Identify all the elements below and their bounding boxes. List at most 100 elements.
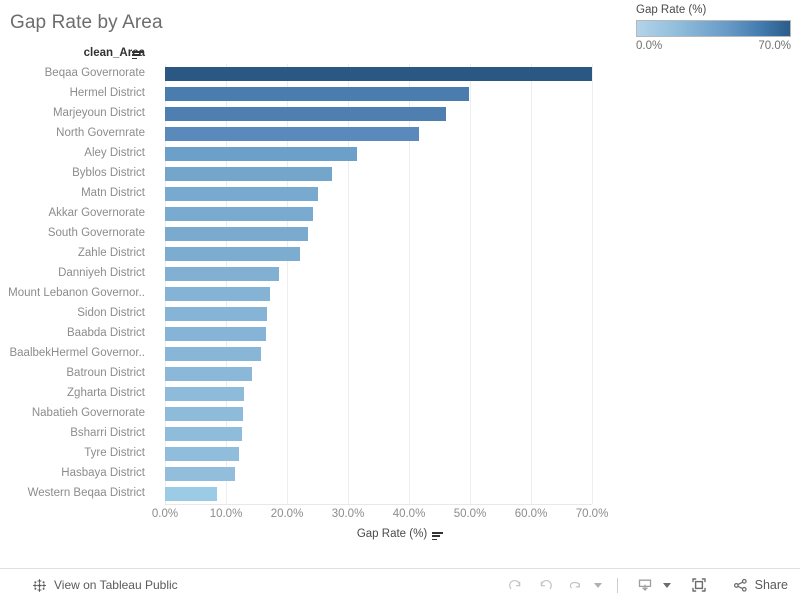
table-row[interactable]: Baabda District: [0, 324, 800, 344]
bar-mark[interactable]: [165, 387, 244, 401]
undo-button[interactable]: [531, 570, 561, 600]
table-row[interactable]: Byblos District: [0, 164, 800, 184]
bar-mark[interactable]: [165, 347, 261, 361]
row-label[interactable]: Danniyeh District: [58, 267, 145, 279]
table-row[interactable]: Nabatieh Governorate: [0, 404, 800, 424]
plot-area: Beqaa Governorate Hermel District Marjeyou…: [0, 64, 800, 541]
toolbar-divider: [616, 577, 618, 593]
row-label[interactable]: North Governrate: [56, 127, 145, 139]
row-label[interactable]: Byblos District: [72, 167, 145, 179]
row-label[interactable]: Akkar Governorate: [48, 207, 145, 219]
bar-mark[interactable]: [165, 67, 592, 81]
axis-tick-label: 70.0%: [575, 508, 609, 520]
bar-mark[interactable]: [165, 327, 267, 341]
bar-rows: Beqaa Governorate Hermel District Marjeyou…: [0, 64, 800, 504]
page-title: Gap Rate by Area: [10, 12, 163, 33]
table-row[interactable]: Western Beqaa District: [0, 484, 800, 504]
legend-gradient-ramp[interactable]: [636, 20, 791, 37]
row-label[interactable]: Beqaa Governorate: [44, 67, 145, 79]
axis-sort-descending-icon[interactable]: [432, 532, 444, 541]
bar-mark[interactable]: [165, 227, 308, 241]
bar-mark[interactable]: [165, 267, 280, 281]
table-row[interactable]: Aley District: [0, 144, 800, 164]
bar-mark[interactable]: [165, 207, 313, 221]
bar-mark[interactable]: [165, 447, 239, 461]
legend-title: Gap Rate (%): [636, 4, 707, 16]
bar-mark[interactable]: [165, 467, 236, 481]
row-label[interactable]: Zahle District: [77, 247, 145, 259]
bar-mark[interactable]: [165, 147, 358, 161]
row-label[interactable]: BaalbekHermel Governor..: [9, 347, 145, 359]
bar-mark[interactable]: [165, 407, 244, 421]
share-icon: [732, 577, 749, 594]
tableau-public-label: View on Tableau Public: [54, 578, 178, 592]
x-axis-line: [165, 504, 592, 505]
table-row[interactable]: Marjeyoun District: [0, 104, 800, 124]
row-label[interactable]: Hermel District: [69, 87, 145, 99]
tableau-public-link[interactable]: View on Tableau Public: [32, 569, 178, 600]
row-label[interactable]: Nabatieh Governorate: [31, 407, 145, 419]
refresh-button[interactable]: [501, 570, 531, 600]
bar-mark[interactable]: [165, 127, 419, 141]
axis-tick-label: 40.0%: [392, 508, 426, 520]
table-row[interactable]: Sidon District: [0, 304, 800, 324]
bar-mark[interactable]: [165, 107, 446, 121]
row-label[interactable]: Batroun District: [66, 367, 145, 379]
download-dropdown-caret-icon[interactable]: [660, 570, 674, 600]
table-row[interactable]: Akkar Governorate: [0, 204, 800, 224]
table-row[interactable]: Bsharri District: [0, 424, 800, 444]
row-label[interactable]: Bsharri District: [70, 427, 145, 439]
table-row[interactable]: Mount Lebanon Governor..: [0, 284, 800, 304]
table-row[interactable]: BaalbekHermel Governor..: [0, 344, 800, 364]
bar-mark[interactable]: [165, 167, 333, 181]
row-label[interactable]: Matn District: [81, 187, 145, 199]
axis-tick-label: 10.0%: [209, 508, 243, 520]
tableau-logo-icon: [32, 578, 47, 593]
row-label[interactable]: Sidon District: [77, 307, 145, 319]
bar-mark[interactable]: [165, 287, 270, 301]
legend-scale-labels: 0.0% 70.0%: [636, 40, 791, 52]
table-row[interactable]: North Governrate: [0, 124, 800, 144]
table-row[interactable]: Zahle District: [0, 244, 800, 264]
row-label[interactable]: Tyre District: [84, 447, 145, 459]
row-label[interactable]: Baabda District: [67, 327, 145, 339]
bar-mark[interactable]: [165, 367, 253, 381]
table-row[interactable]: South Governorate: [0, 224, 800, 244]
table-row[interactable]: Beqaa Governorate: [0, 64, 800, 84]
bar-mark[interactable]: [165, 187, 318, 201]
revert-button[interactable]: [561, 570, 591, 600]
bar-mark[interactable]: [165, 247, 300, 261]
fullscreen-button[interactable]: [684, 570, 714, 600]
table-row[interactable]: Hasbaya District: [0, 464, 800, 484]
bar-mark[interactable]: [165, 87, 469, 101]
table-row[interactable]: Tyre District: [0, 444, 800, 464]
axis-tick-label: 60.0%: [514, 508, 548, 520]
table-row[interactable]: Batroun District: [0, 364, 800, 384]
download-button[interactable]: [630, 570, 660, 600]
sort-descending-icon[interactable]: [132, 51, 143, 60]
table-row[interactable]: Hermel District: [0, 84, 800, 104]
x-axis-title-container: Gap Rate (%): [0, 528, 800, 541]
row-label[interactable]: Hasbaya District: [61, 467, 145, 479]
legend-min-label: 0.0%: [636, 40, 663, 52]
row-label[interactable]: South Governorate: [47, 227, 145, 239]
bar-mark[interactable]: [165, 427, 243, 441]
table-row[interactable]: Zgharta District: [0, 384, 800, 404]
bar-mark[interactable]: [165, 487, 218, 501]
axis-tick-label: 50.0%: [453, 508, 487, 520]
row-label[interactable]: Aley District: [84, 147, 145, 159]
share-button[interactable]: Share: [726, 577, 788, 594]
revert-dropdown-caret-icon[interactable]: [591, 570, 605, 600]
x-axis-title: Gap Rate (%): [356, 528, 428, 540]
row-label[interactable]: Zgharta District: [67, 387, 145, 399]
bottom-toolbar: View on Tableau Public: [0, 568, 800, 600]
bar-mark[interactable]: [165, 307, 267, 321]
table-row[interactable]: Danniyeh District: [0, 264, 800, 284]
table-row[interactable]: Matn District: [0, 184, 800, 204]
row-label[interactable]: Western Beqaa District: [27, 487, 145, 499]
x-axis-ticks: 0.0% 10.0% 20.0% 30.0% 40.0% 50.0% 60.0% 70.0%: [0, 508, 800, 524]
row-label[interactable]: Mount Lebanon Governor..: [8, 287, 145, 299]
row-label[interactable]: Marjeyoun District: [52, 107, 145, 119]
legend-max-label: 70.0%: [758, 40, 791, 52]
